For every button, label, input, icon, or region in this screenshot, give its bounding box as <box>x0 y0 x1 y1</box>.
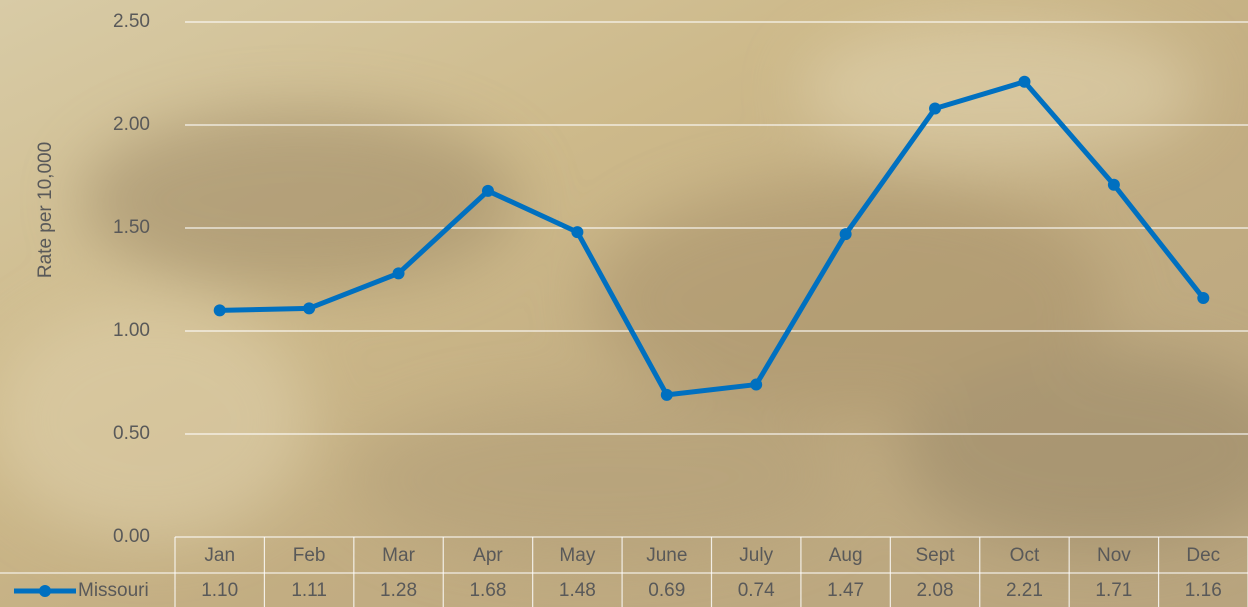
table-value: 1.10 <box>201 580 238 601</box>
x-tick-label: July <box>739 545 773 566</box>
y-tick-label: 2.50 <box>113 11 150 32</box>
x-tick-label: Feb <box>293 545 326 566</box>
y-tick-label: 0.00 <box>113 526 150 547</box>
legend-label: Missouri <box>78 580 149 601</box>
table-value: 1.47 <box>827 580 864 601</box>
table-value: 1.48 <box>559 580 596 601</box>
data-point <box>571 226 584 239</box>
data-point <box>1107 178 1120 191</box>
data-point <box>839 228 852 241</box>
x-tick-label: May <box>559 545 595 566</box>
data-point <box>1018 75 1031 88</box>
data-point <box>750 378 763 391</box>
data-point <box>660 388 673 401</box>
table-value: 0.74 <box>738 580 775 601</box>
y-tick-label: 1.50 <box>113 217 150 238</box>
table-value: 2.21 <box>1006 580 1043 601</box>
x-tick-label: June <box>646 545 687 566</box>
y-tick-label: 2.00 <box>113 114 150 135</box>
y-tick-label: 0.50 <box>113 423 150 444</box>
legend-marker <box>39 585 51 597</box>
table-value: 1.68 <box>469 580 506 601</box>
table-value: 1.28 <box>380 580 417 601</box>
x-tick-label: Mar <box>382 545 415 566</box>
data-point <box>1197 292 1210 305</box>
table-value: 1.16 <box>1185 580 1222 601</box>
table-value: 1.11 <box>291 580 327 601</box>
x-tick-label: Apr <box>473 545 503 566</box>
data-point <box>929 102 942 115</box>
x-tick-label: Nov <box>1097 545 1131 566</box>
x-tick-label: Sept <box>915 545 955 566</box>
x-tick-label: Jan <box>204 545 235 566</box>
table-value: 0.69 <box>648 580 685 601</box>
x-tick-label: Dec <box>1186 545 1220 566</box>
data-point <box>303 302 316 315</box>
data-point <box>213 304 226 317</box>
data-point <box>481 184 494 197</box>
data-point <box>392 267 405 280</box>
y-tick-label: 1.00 <box>113 320 150 341</box>
x-tick-label: Oct <box>1010 545 1040 566</box>
table-value: 2.08 <box>917 580 954 601</box>
x-tick-label: Aug <box>829 545 863 566</box>
series-line <box>219 79 1206 398</box>
table-value: 1.71 <box>1095 580 1132 601</box>
y-axis-label: Rate per 10,000 <box>35 142 56 278</box>
